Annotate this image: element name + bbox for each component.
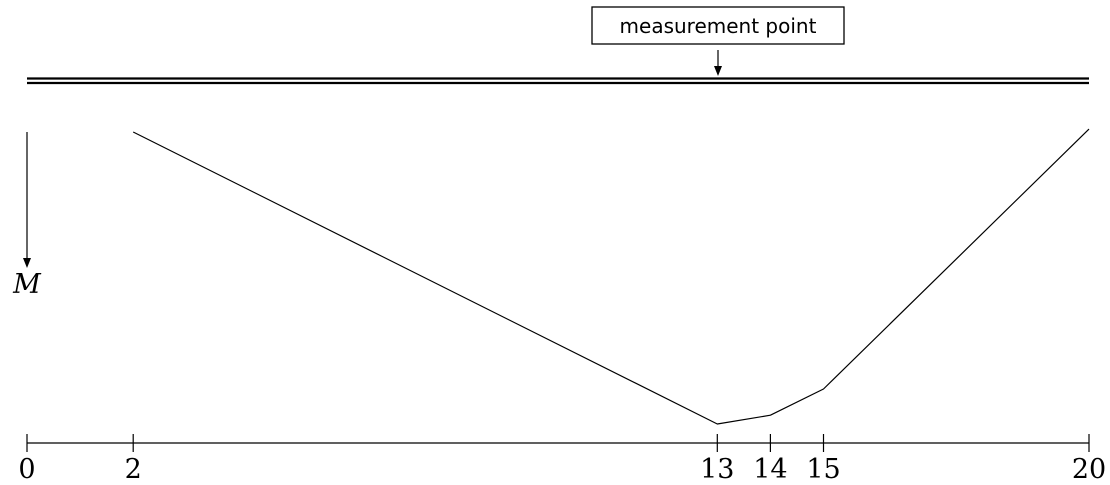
x-tick-label-15: 15 — [806, 454, 840, 485]
moment-axis-label: M — [12, 269, 42, 300]
moment-axis: M — [12, 132, 42, 300]
x-tick-label-13: 13 — [700, 454, 734, 485]
x-tick-label-14: 14 — [753, 454, 787, 485]
influence-line-series — [132, 128, 1090, 425]
callout-arrow-head — [714, 66, 722, 76]
measurement-point-callout: measurement point — [591, 6, 845, 76]
x-tick-label-2: 2 — [125, 454, 142, 485]
callout-label: measurement point — [620, 14, 817, 38]
x-tick-label-0: 0 — [18, 454, 35, 485]
callout-box — [591, 6, 845, 45]
beam — [27, 77, 1089, 85]
x-axis: 0 2 13 14 15 20 — [18, 434, 1106, 485]
moment-arrow-head — [23, 258, 31, 268]
x-tick-label-20: 20 — [1072, 454, 1106, 485]
